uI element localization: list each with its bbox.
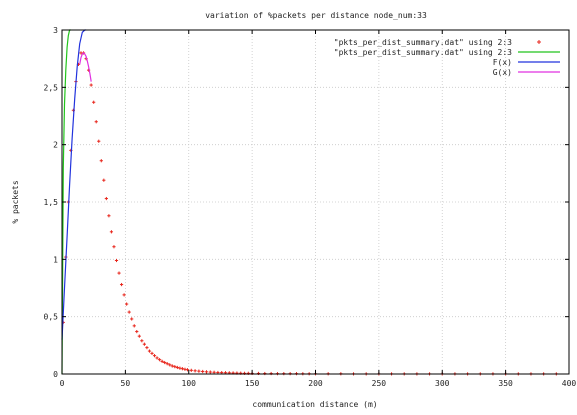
data-point	[89, 83, 93, 87]
data-point	[189, 368, 193, 372]
data-point	[94, 120, 98, 124]
data-point	[201, 369, 205, 374]
data-point	[92, 100, 96, 104]
data-point	[160, 359, 164, 363]
data-point	[130, 317, 134, 321]
data-point	[163, 360, 167, 365]
data-point	[204, 370, 209, 374]
y-tick-label: 2,5	[44, 83, 59, 92]
x-tick-label: 350	[498, 379, 513, 388]
data-point	[185, 368, 190, 372]
data-point	[119, 282, 124, 287]
data-point	[170, 364, 174, 368]
data-point	[114, 258, 119, 263]
y-tick-label: 1,5	[44, 198, 59, 207]
data-point	[142, 342, 146, 346]
data-point	[145, 346, 149, 350]
series-line	[79, 52, 92, 82]
legend-entry-label: "pkts_per_dist_summary.dat" using 2:3	[334, 38, 512, 47]
data-point	[173, 365, 177, 369]
data-point	[107, 214, 111, 218]
x-tick-label: 400	[562, 379, 577, 388]
data-point	[140, 339, 144, 343]
x-tick-label: 100	[182, 379, 197, 388]
data-point	[150, 351, 154, 355]
data-point	[212, 370, 216, 374]
data-point	[155, 356, 159, 360]
data-point	[122, 293, 126, 297]
data-point	[117, 271, 121, 275]
data-point	[99, 159, 103, 163]
data-point	[180, 367, 185, 371]
series-line	[61, 29, 87, 340]
y-axis-label: % packets	[11, 180, 20, 224]
gridlines	[62, 30, 569, 374]
legend-entry-label: "pkts_per_dist_summary.dat" using 2:3	[334, 48, 512, 57]
data-point	[152, 354, 157, 358]
legend-entry-label: G(x)	[493, 68, 512, 77]
data-point	[125, 302, 129, 306]
data-point	[168, 363, 172, 367]
x-tick-label: 200	[308, 379, 323, 388]
data-point	[197, 369, 201, 373]
data-point	[157, 358, 162, 362]
y-tick-label: 0,5	[44, 313, 59, 322]
data-point	[112, 245, 116, 249]
data-point	[178, 366, 182, 370]
x-tick-label: 50	[121, 379, 131, 388]
data-point	[147, 349, 152, 353]
y-tick-label: 1	[53, 255, 58, 264]
data-point	[127, 310, 131, 314]
data-point	[175, 365, 179, 370]
x-axis-label: communication distance (m)	[252, 400, 377, 409]
axis-ticks: 0 50 100 150 200 250 300 350 400 0 0,5 1 1,5 2 2,5 3	[44, 26, 577, 388]
y-tick-label: 0	[53, 370, 58, 379]
x-tick-label: 300	[435, 379, 450, 388]
data-point	[102, 178, 106, 182]
data-point	[165, 362, 169, 366]
x-tick-label: 250	[372, 379, 387, 388]
data-point	[132, 324, 136, 328]
data-point	[193, 369, 197, 373]
legend: "pkts_per_dist_summary.dat" using 2:3"pk…	[334, 38, 560, 77]
series-line	[61, 29, 71, 375]
data-point	[97, 139, 101, 143]
data-point	[208, 370, 212, 374]
data-point	[104, 196, 108, 201]
x-tick-label: 150	[245, 379, 260, 388]
data-point	[137, 334, 141, 338]
chart-title: variation of %packets per distance node_…	[205, 11, 427, 20]
data-point	[135, 329, 139, 334]
legend-entry-label: F(x)	[493, 58, 512, 67]
data-point	[109, 230, 114, 234]
y-tick-label: 2	[53, 141, 58, 150]
x-tick-label: 0	[60, 379, 65, 388]
y-tick-label: 3	[53, 26, 58, 35]
